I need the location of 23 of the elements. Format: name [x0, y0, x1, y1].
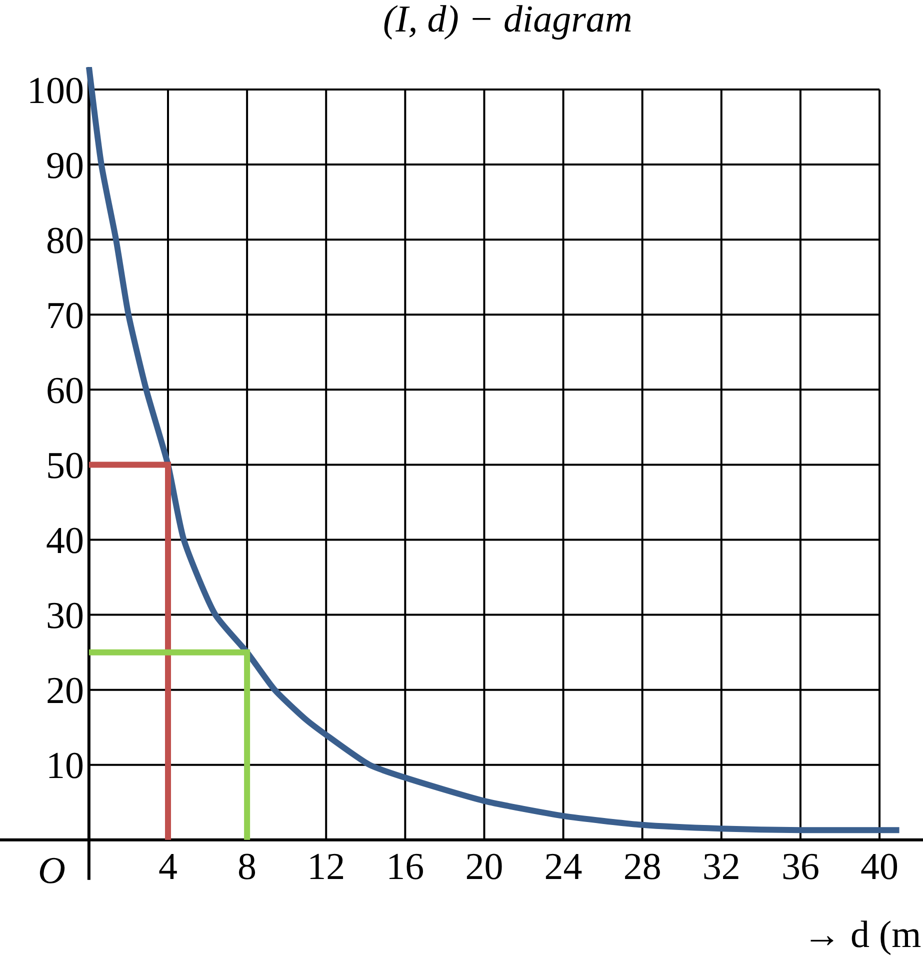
y-tick-label: 100	[26, 70, 84, 112]
y-tick-label: 10	[46, 745, 84, 788]
y-tick-label: 70	[46, 294, 84, 337]
x-tick-label: 20	[465, 846, 504, 888]
x-tick-label: 12	[307, 846, 346, 888]
x-tick-label: 16	[386, 846, 424, 888]
y-tick-label: 20	[46, 670, 84, 712]
annotation: O	[38, 850, 66, 892]
x-tick-label: 36	[781, 846, 820, 888]
x-tick-label: 32	[702, 846, 740, 888]
y-tick-label: 50	[46, 445, 84, 488]
x-axis-title: → d (m	[803, 914, 922, 956]
y-tick-label: 30	[46, 595, 84, 638]
x-tick-label: 28	[623, 846, 662, 888]
y-tick-label: 60	[46, 370, 84, 412]
y-tick-label: 90	[46, 144, 84, 187]
x-tick-label: 8	[238, 846, 257, 888]
x-tick-label: 40	[860, 846, 899, 888]
y-tick-label: 40	[46, 520, 84, 562]
x-tick-label: 24	[544, 846, 582, 888]
y-tick-label: 80	[46, 220, 84, 262]
x-tick-label: 4	[158, 846, 178, 888]
chart-title: (I, d) − diagram	[382, 0, 632, 40]
